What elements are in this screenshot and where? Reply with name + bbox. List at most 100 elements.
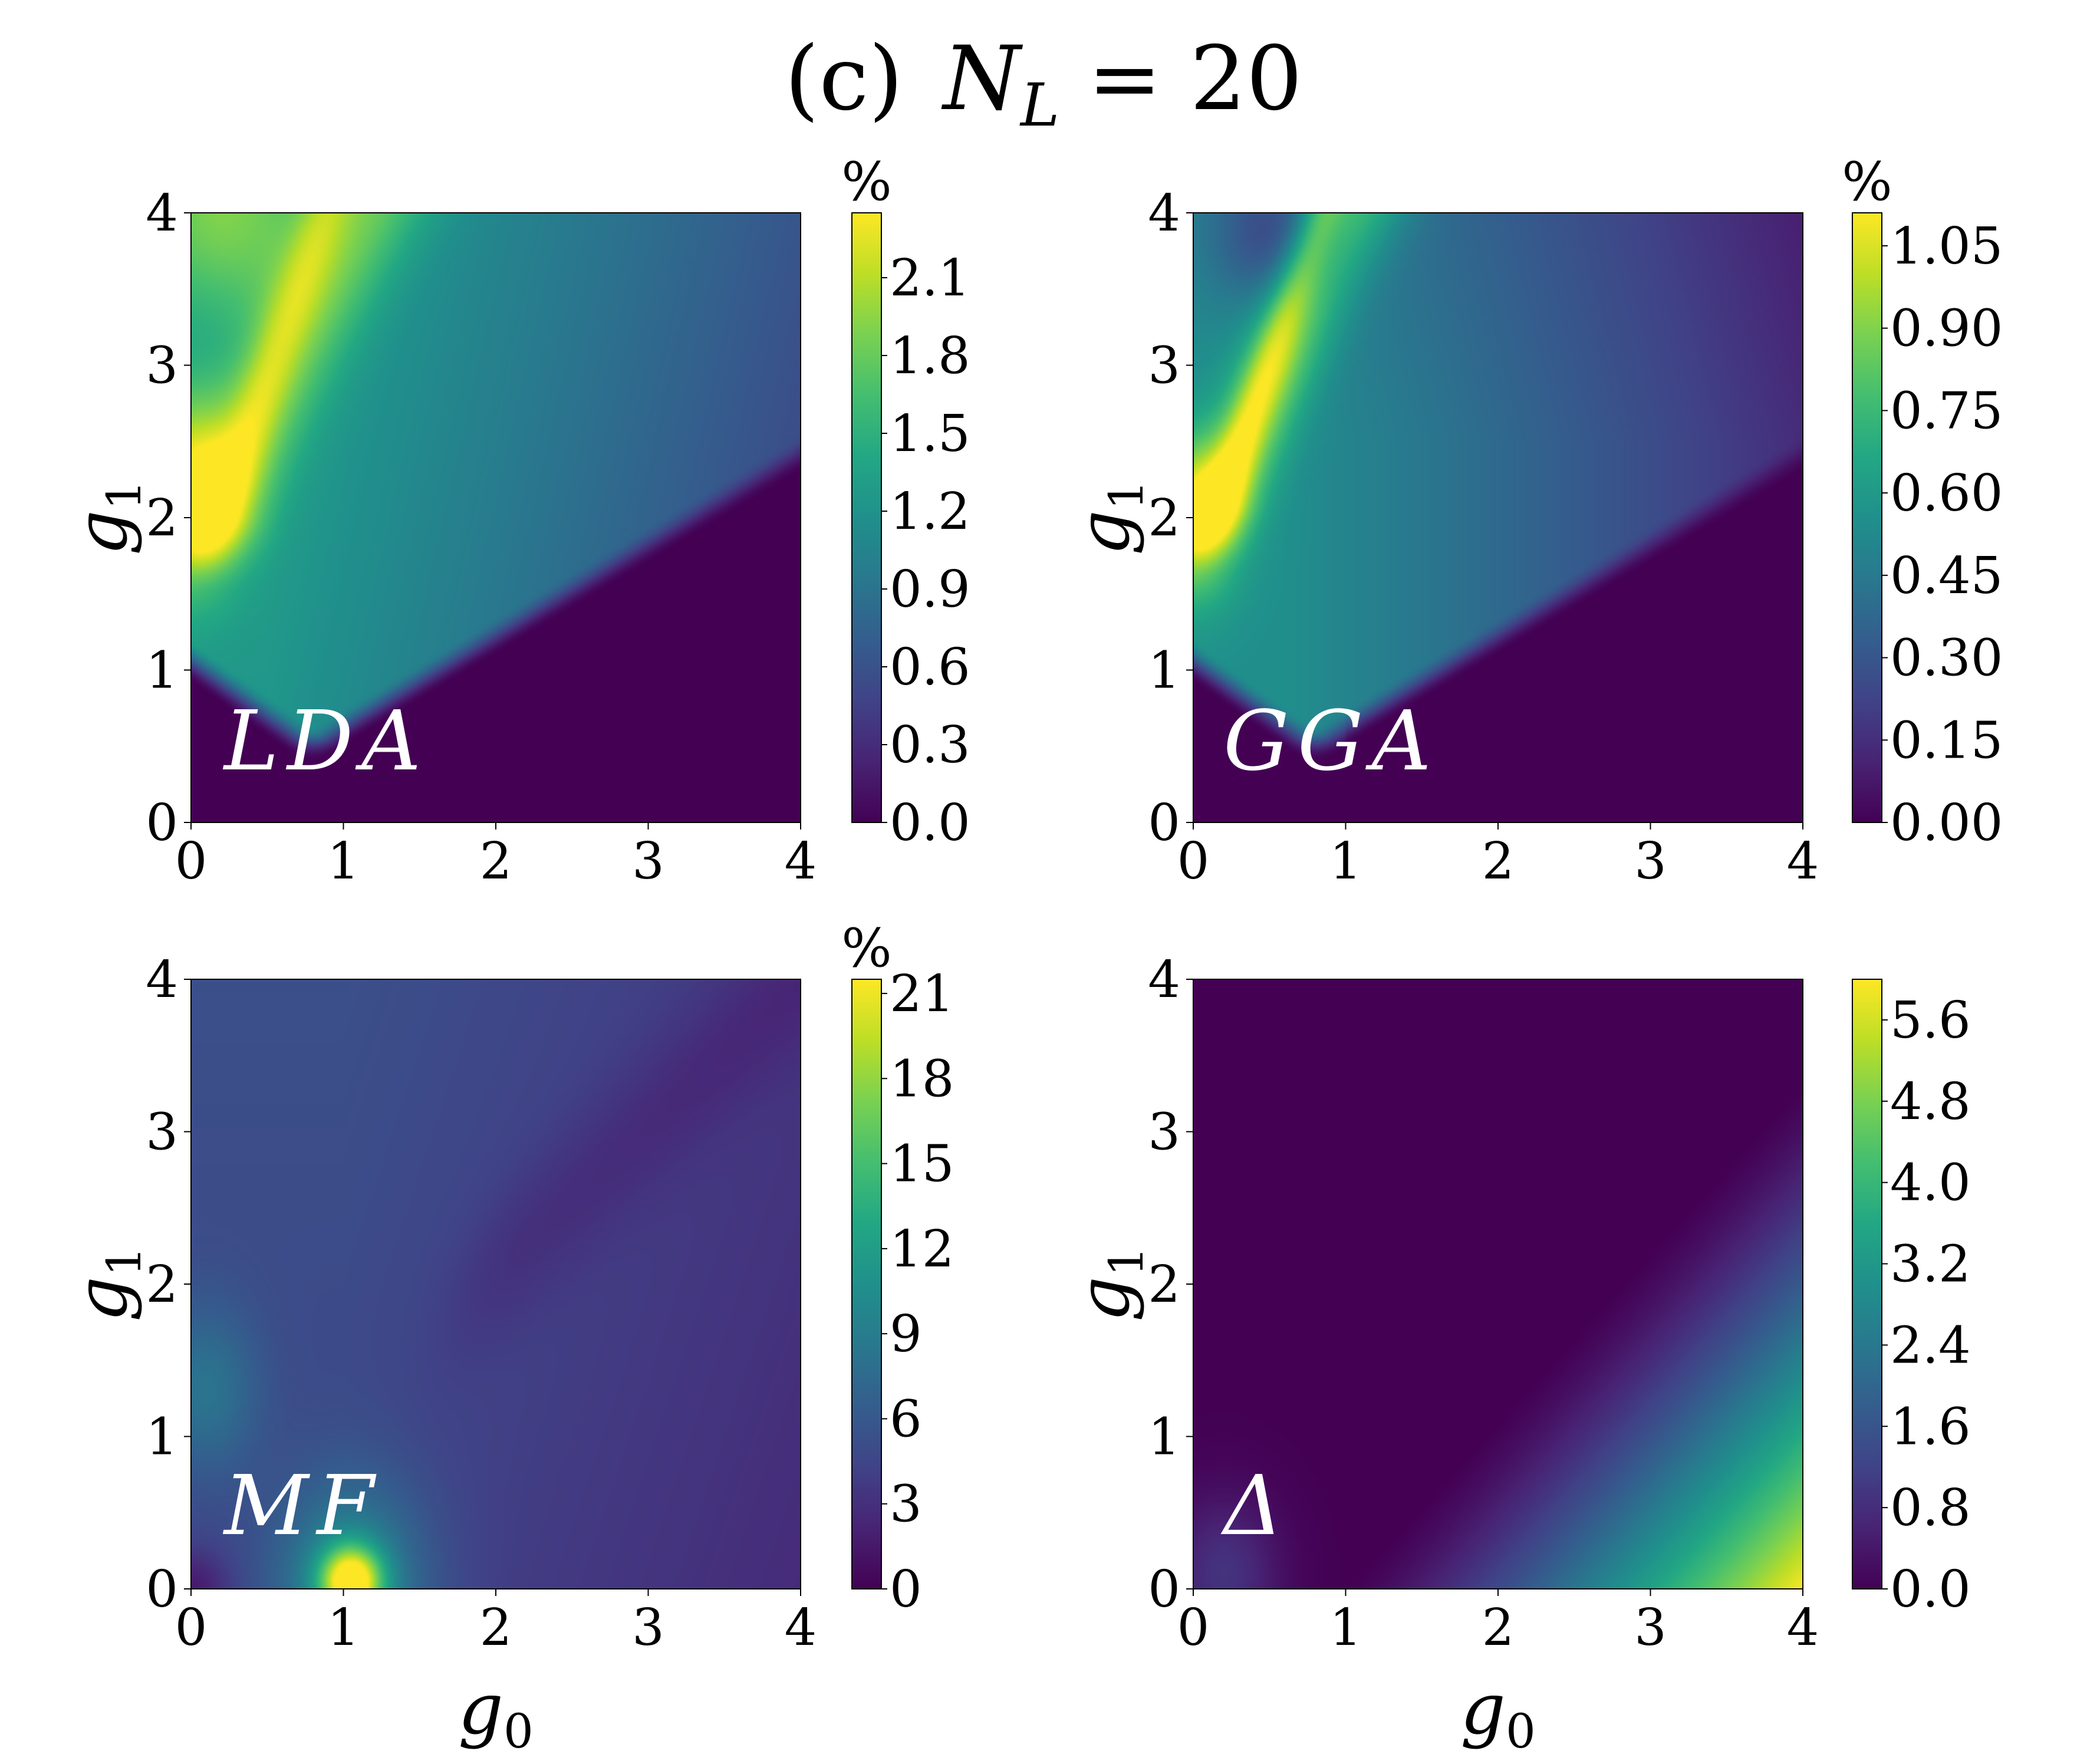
x-tick-label: 4 — [785, 832, 817, 891]
colorbar-tick-label: 21 — [890, 965, 954, 1023]
panel-label: MF — [222, 1458, 383, 1554]
figure-title: (c) NL = 20 — [785, 28, 1302, 140]
heatmap-panel-3: Δ0 1 2 3 4 0 1 2 3 4 g1 g0 0.0 0.8 1.6 2.4 3.2 4.0 4.8 5.6 — [1064, 950, 1971, 1759]
y-tick-label: 2 — [1148, 489, 1180, 548]
colorbar-tick-label: 2.4 — [1890, 1316, 1971, 1375]
x-tick-label: 3 — [1634, 832, 1667, 891]
x-tick-label: 3 — [632, 1598, 664, 1657]
y-axis-label: g1 — [61, 480, 152, 555]
colorbar-tick-label: 0.75 — [1890, 381, 2003, 440]
colorbar-tick-label: 2.1 — [890, 249, 970, 308]
y-tick-label: 0 — [146, 794, 178, 853]
colorbar-tick-label: 0.8 — [1890, 1479, 1971, 1538]
y-tick-label: 2 — [146, 1255, 178, 1314]
colorbar-tick-label: 0.00 — [1890, 794, 2003, 853]
colorbar-tick-label: 1.8 — [890, 327, 970, 386]
y-tick-label: 1 — [1148, 1408, 1180, 1467]
y-tick-label: 1 — [1148, 641, 1180, 700]
x-tick-label: 0 — [175, 832, 208, 891]
heatmap-image — [1193, 979, 1803, 1589]
x-tick-label: 2 — [480, 1598, 512, 1657]
colorbar-unit: % — [841, 917, 892, 979]
colorbar-tick-label: 6 — [890, 1390, 922, 1449]
colorbar-tick-label: 0.45 — [1890, 547, 2003, 605]
colorbar-tick-label: 15 — [890, 1135, 954, 1194]
title-variable: N — [942, 28, 1023, 130]
title-value: = 20 — [1059, 28, 1302, 130]
panel-label: LDA — [222, 693, 429, 789]
colorbar-tick-label: 0.0 — [890, 794, 970, 853]
colorbar-tick-label: 3.2 — [1890, 1235, 1971, 1294]
heatmap-image — [191, 979, 801, 1589]
colorbar — [1852, 979, 1882, 1589]
y-tick-label: 0 — [1148, 794, 1180, 853]
svg-text:(c) NL = 20: (c) NL = 20 — [785, 28, 1302, 140]
heatmap-image — [191, 213, 801, 822]
colorbar-tick-label: 4.0 — [1890, 1154, 1971, 1213]
colorbar-tick-label: 0.0 — [1890, 1560, 1971, 1619]
x-tick-label: 1 — [1329, 832, 1362, 891]
y-tick-label: 3 — [1148, 337, 1180, 396]
colorbar-tick-label: 0.30 — [1890, 629, 2003, 688]
colorbar-unit: % — [841, 151, 892, 213]
colorbar-tick-label: 12 — [890, 1220, 954, 1279]
y-tick-label: 4 — [146, 184, 178, 243]
colorbar-tick-label: 18 — [890, 1049, 954, 1108]
y-tick-label: 2 — [1148, 1255, 1180, 1314]
colorbar-tick-label: 0 — [890, 1560, 922, 1619]
colorbar-tick-label: 1.5 — [890, 404, 970, 463]
colorbar-tick-label: 5.6 — [1890, 991, 1971, 1050]
y-axis-label: g1 — [1064, 1246, 1154, 1322]
y-tick-label: 3 — [146, 1103, 178, 1162]
y-axis-label: g1 — [1064, 480, 1154, 555]
x-tick-label: 0 — [175, 1598, 208, 1657]
x-tick-label: 2 — [1482, 1598, 1515, 1657]
colorbar-tick-label: 1.6 — [1890, 1397, 1971, 1456]
colorbar-tick-label: 0.3 — [890, 716, 970, 775]
x-axis-label: g0 — [458, 1668, 534, 1759]
y-tick-label: 2 — [146, 489, 178, 548]
colorbar-tick-label: 3 — [890, 1475, 922, 1534]
colorbar — [1852, 212, 1882, 823]
y-tick-label: 4 — [1148, 950, 1180, 1009]
y-axis-label: g1 — [61, 1246, 152, 1322]
colorbar-tick-label: 0.9 — [890, 560, 970, 619]
panel-label: Δ — [1220, 1458, 1283, 1554]
colorbar-tick-label: 1.05 — [1890, 217, 2003, 276]
colorbar-tick-label: 0.15 — [1890, 711, 2003, 770]
y-tick-label: 4 — [146, 950, 178, 1009]
y-tick-label: 1 — [146, 1408, 178, 1467]
x-tick-label: 2 — [480, 832, 512, 891]
colorbar-tick-label: 0.60 — [1890, 464, 2003, 523]
x-tick-label: 2 — [1482, 832, 1515, 891]
colorbar — [851, 212, 882, 823]
y-tick-label: 0 — [1148, 1560, 1180, 1619]
y-tick-label: 3 — [146, 337, 178, 396]
x-tick-label: 3 — [1634, 1598, 1667, 1657]
x-axis-label: g0 — [1460, 1668, 1536, 1759]
colorbar-tick-label: 0.6 — [890, 638, 970, 697]
panel-label: GGA — [1223, 693, 1440, 789]
x-tick-label: 3 — [632, 832, 664, 891]
colorbar-tick-label: 1.2 — [890, 482, 970, 541]
y-tick-label: 0 — [146, 1560, 178, 1619]
heatmap-image — [1193, 213, 1803, 822]
y-tick-label: 3 — [1148, 1103, 1180, 1162]
title-subscript: L — [1019, 71, 1059, 140]
x-tick-label: 1 — [1329, 1598, 1362, 1657]
y-tick-label: 4 — [1148, 184, 1180, 243]
x-tick-label: 1 — [327, 1598, 360, 1657]
colorbar-tick-label: 4.8 — [1890, 1072, 1971, 1131]
colorbar-tick-label: 0.90 — [1890, 300, 2003, 358]
x-tick-label: 0 — [1177, 1598, 1210, 1657]
x-tick-label: 4 — [785, 1598, 817, 1657]
colorbar — [851, 979, 882, 1589]
x-tick-label: 0 — [1177, 832, 1210, 891]
x-tick-label: 4 — [1787, 1598, 1819, 1657]
x-tick-label: 4 — [1787, 832, 1819, 891]
